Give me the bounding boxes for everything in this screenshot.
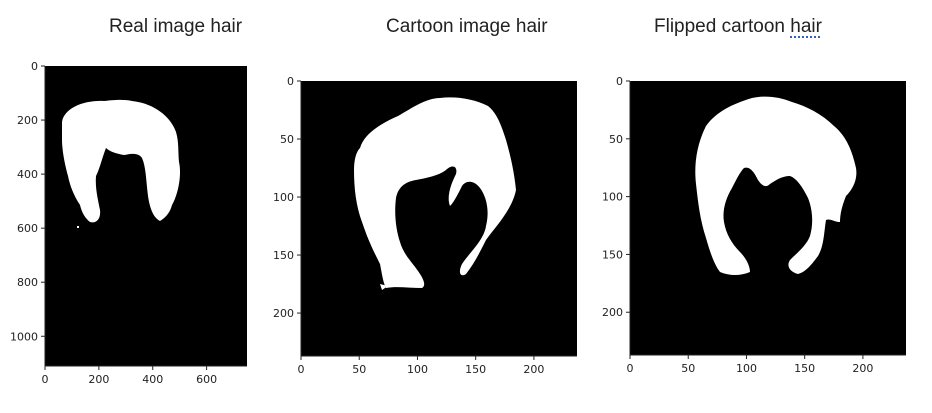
panel-3-title-flagged-word: hair bbox=[790, 16, 822, 37]
y-tick-label: 600 bbox=[17, 222, 38, 235]
y-tick-label: 100 bbox=[273, 191, 294, 204]
x-tick-label: 200 bbox=[852, 362, 873, 375]
panel-3-title: Flipped cartoon hair bbox=[654, 16, 822, 38]
y-tick-label: 100 bbox=[602, 191, 623, 204]
hair-mask-cartoon bbox=[354, 97, 516, 288]
x-tick-label: 400 bbox=[142, 373, 163, 386]
mask-fragment bbox=[380, 284, 388, 290]
x-tick-label: 0 bbox=[627, 362, 634, 375]
hair-mask-real bbox=[62, 99, 181, 223]
y-tick-label: 150 bbox=[602, 248, 623, 261]
x-tick-label: 0 bbox=[42, 373, 49, 386]
x-tick-label: 50 bbox=[352, 363, 366, 376]
y-tick-label: 0 bbox=[287, 75, 294, 88]
axes-flipped-hair: 0 50 100 150 200 0 50 100 150 200 bbox=[602, 75, 906, 375]
y-tick-label: 150 bbox=[273, 249, 294, 262]
x-tick-label: 600 bbox=[196, 373, 217, 386]
axes-cartoon-hair: 0 50 100 150 200 0 50 100 150 200 bbox=[273, 75, 577, 376]
y-tick-label: 200 bbox=[17, 114, 38, 127]
y-tick-label: 50 bbox=[609, 133, 623, 146]
panel-2-title-text: Cartoon image hair bbox=[386, 16, 548, 37]
x-tick-label: 200 bbox=[523, 363, 544, 376]
panel-2-title: Cartoon image hair bbox=[386, 16, 548, 38]
y-tick-label: 0 bbox=[616, 75, 623, 88]
x-tick-label: 100 bbox=[407, 363, 428, 376]
x-tick-label: 150 bbox=[465, 363, 486, 376]
y-tick-label: 400 bbox=[17, 168, 38, 181]
x-tick-label: 200 bbox=[88, 373, 109, 386]
axes-real-hair: 0 200 400 600 0 200 400 600 800 1000 bbox=[10, 60, 247, 386]
x-tick-label: 0 bbox=[298, 363, 305, 376]
y-tick-label: 1000 bbox=[10, 330, 38, 343]
x-tick-label: 150 bbox=[794, 362, 815, 375]
x-tick-label: 50 bbox=[681, 362, 695, 375]
panel-3-title-text: Flipped cartoon bbox=[654, 16, 791, 37]
y-tick-label: 50 bbox=[280, 133, 294, 146]
panel-1-title: Real image hair bbox=[109, 16, 242, 38]
y-tick-label: 800 bbox=[17, 276, 38, 289]
y-tick-label: 0 bbox=[31, 60, 38, 73]
y-tick-label: 200 bbox=[273, 307, 294, 320]
panel-1-title-text: Real image hair bbox=[109, 16, 243, 37]
hair-mask-flipped bbox=[695, 96, 857, 276]
x-tick-label: 100 bbox=[736, 362, 757, 375]
y-tick-label: 200 bbox=[602, 306, 623, 319]
mask-speck bbox=[77, 226, 79, 228]
